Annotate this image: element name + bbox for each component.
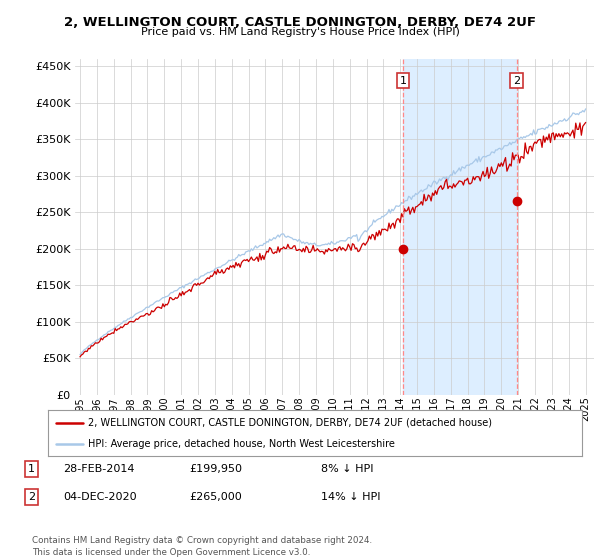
- Text: 8% ↓ HPI: 8% ↓ HPI: [321, 464, 373, 474]
- Text: 2, WELLINGTON COURT, CASTLE DONINGTON, DERBY, DE74 2UF (detached house): 2, WELLINGTON COURT, CASTLE DONINGTON, D…: [88, 418, 492, 428]
- Text: 04-DEC-2020: 04-DEC-2020: [63, 492, 137, 502]
- Text: 1: 1: [28, 464, 35, 474]
- Text: Contains HM Land Registry data © Crown copyright and database right 2024.
This d: Contains HM Land Registry data © Crown c…: [32, 536, 372, 557]
- Text: 2: 2: [513, 76, 520, 86]
- Text: HPI: Average price, detached house, North West Leicestershire: HPI: Average price, detached house, Nort…: [88, 439, 395, 449]
- Bar: [403, 59, 517, 395]
- Text: 28-FEB-2014: 28-FEB-2014: [63, 464, 134, 474]
- Text: £199,950: £199,950: [189, 464, 242, 474]
- Text: 2: 2: [28, 492, 35, 502]
- Text: £265,000: £265,000: [189, 492, 242, 502]
- Text: 2, WELLINGTON COURT, CASTLE DONINGTON, DERBY, DE74 2UF: 2, WELLINGTON COURT, CASTLE DONINGTON, D…: [64, 16, 536, 29]
- Text: 14% ↓ HPI: 14% ↓ HPI: [321, 492, 380, 502]
- Text: Price paid vs. HM Land Registry's House Price Index (HPI): Price paid vs. HM Land Registry's House …: [140, 27, 460, 37]
- Text: 1: 1: [400, 76, 407, 86]
